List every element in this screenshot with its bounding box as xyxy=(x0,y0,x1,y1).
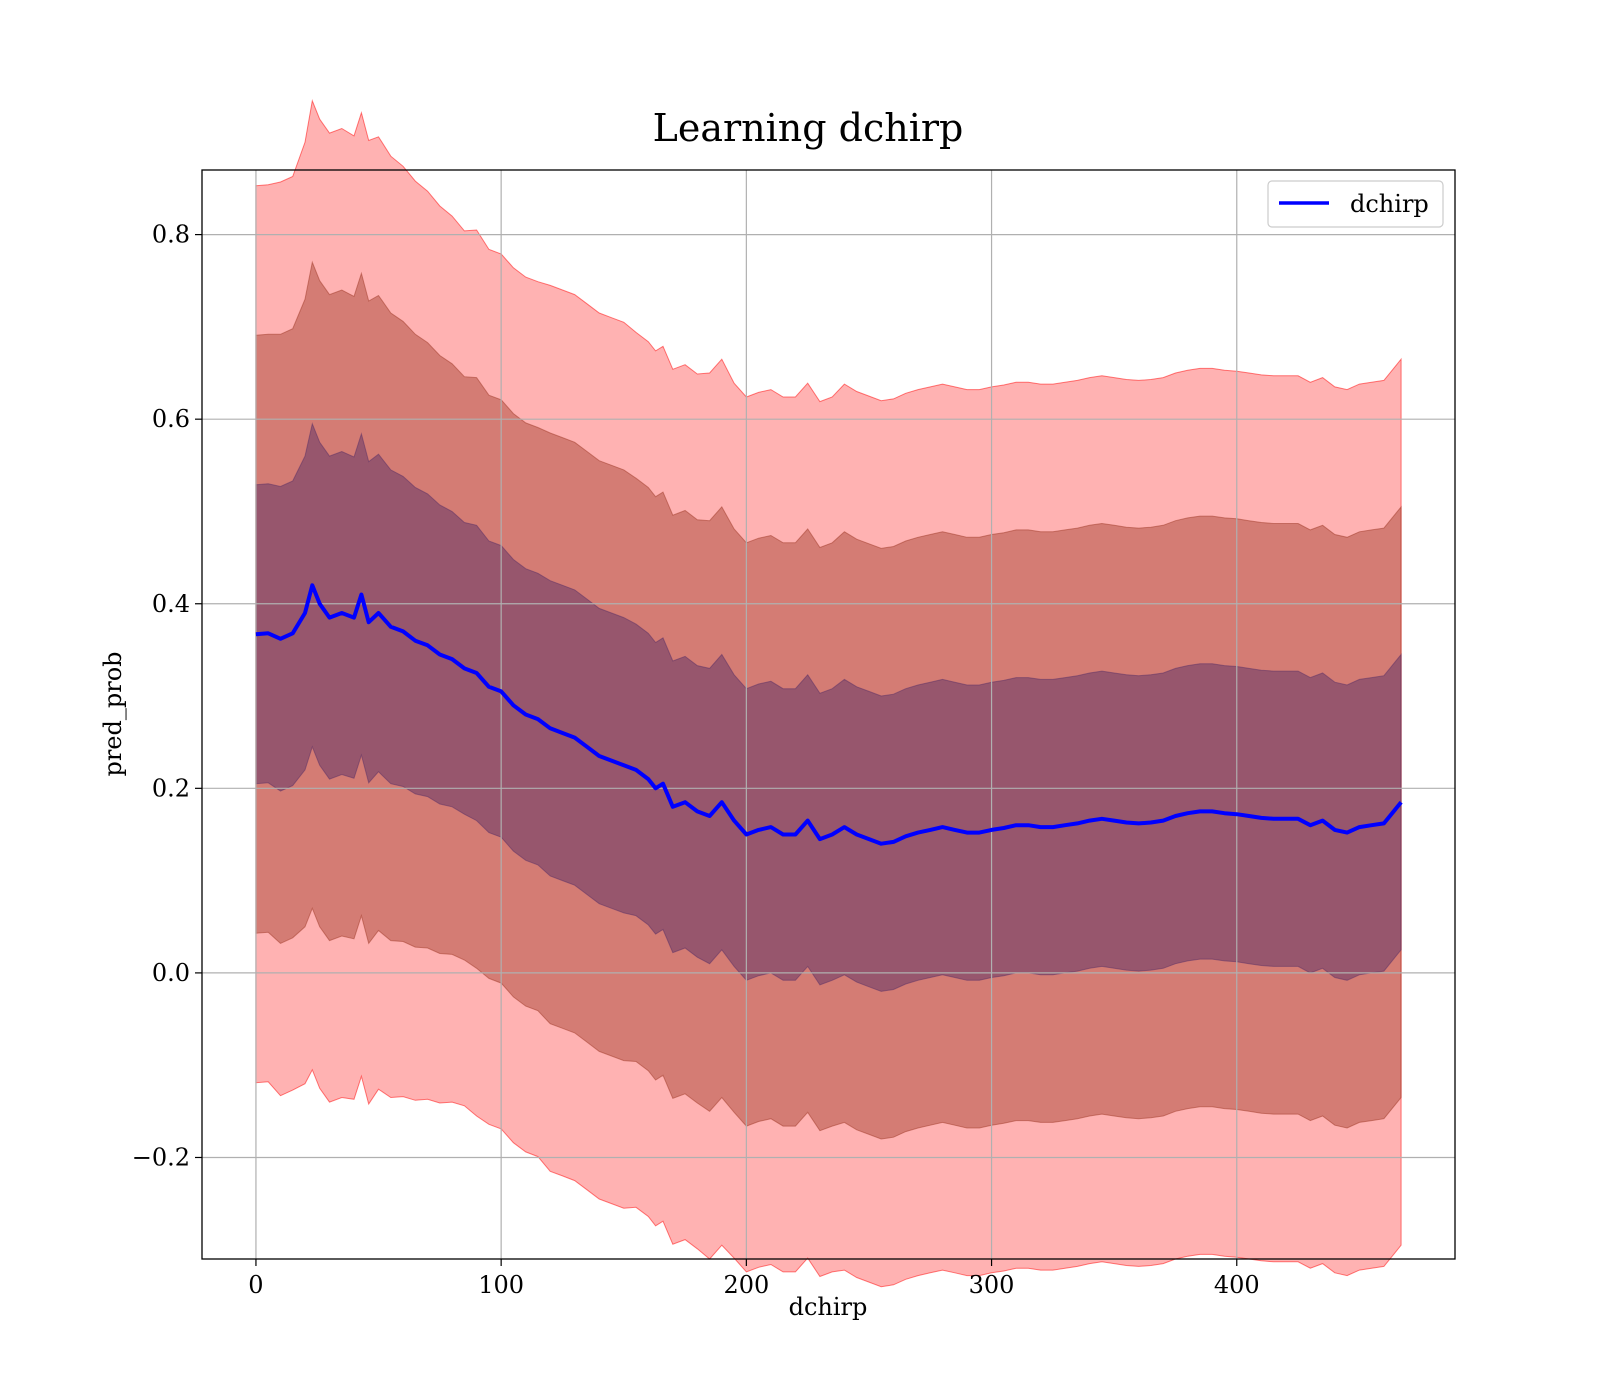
legend-label-dchirp: dchirp xyxy=(1350,190,1429,218)
y-tick-label: −0.2 xyxy=(132,1143,190,1171)
y-axis-label: pred_prob xyxy=(99,651,127,776)
series-lines xyxy=(255,583,1403,846)
x-tick-label: 400 xyxy=(1214,1271,1260,1299)
gridlines xyxy=(202,170,1455,1259)
plot-frame xyxy=(201,169,1456,1260)
y-axis: −0.2 0.0 0.2 0.4 0.6 0.8 xyxy=(132,221,202,1171)
x-tick-label: 0 xyxy=(248,1271,263,1299)
x-axis: 0 100 200 300 400 xyxy=(248,1259,1260,1299)
y-tick-label: 0.4 xyxy=(152,590,190,618)
y-tick-label: 0.8 xyxy=(152,221,190,249)
legend: dchirp xyxy=(1267,180,1444,228)
series-line-dchirp xyxy=(255,583,1403,846)
x-axis-label: dchirp xyxy=(789,1293,868,1321)
y-tick-label: 0.0 xyxy=(152,959,190,987)
y-tick-label: 0.6 xyxy=(152,405,190,433)
x-tick-label: 100 xyxy=(478,1271,524,1299)
x-tick-label: 300 xyxy=(969,1271,1015,1299)
y-tick-label: 0.2 xyxy=(152,774,190,802)
x-tick-label: 200 xyxy=(723,1271,769,1299)
legend-box xyxy=(1267,180,1444,228)
chart-title: Learning dchirp xyxy=(653,106,964,150)
band-1-std xyxy=(255,422,1402,992)
std-bands xyxy=(255,98,1402,1288)
